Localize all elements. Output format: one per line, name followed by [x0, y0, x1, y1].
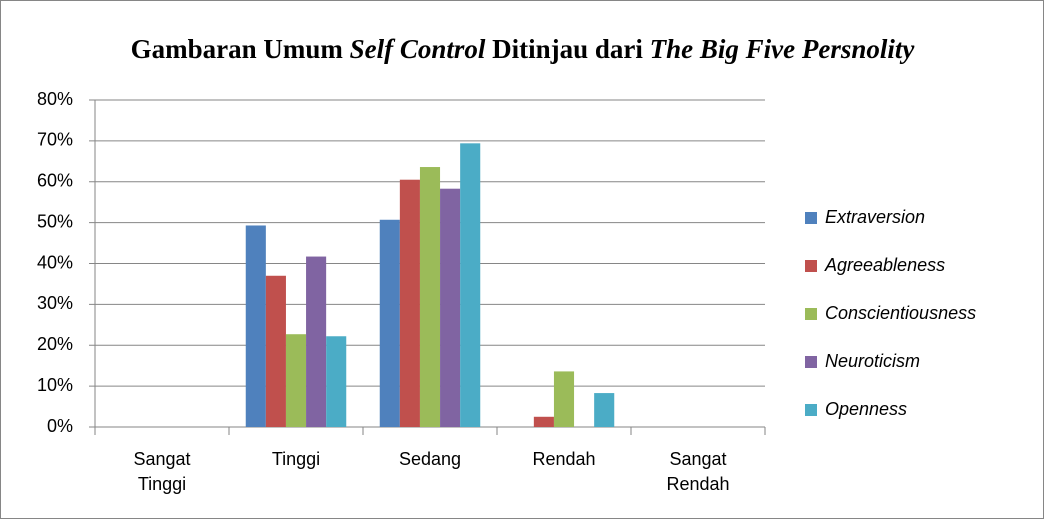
chart-title: Gambaran Umum Self Control Ditinjau dari… [100, 34, 945, 65]
bar [265, 275, 286, 427]
legend-label: Conscientiousness [825, 303, 976, 323]
legend-label: Neuroticism [825, 351, 920, 371]
bar [326, 336, 347, 427]
bar [533, 416, 554, 427]
bar [306, 256, 327, 427]
title-part: Persnolity [801, 34, 915, 64]
bar [460, 143, 481, 427]
title-part: Ditinjau dari [492, 34, 643, 64]
bar [285, 334, 307, 427]
title-part: Self Control [349, 34, 486, 64]
x-tick-label: Rendah [532, 449, 596, 469]
y-tick-label: 10% [37, 375, 73, 395]
x-tick-label: Sedang [398, 449, 462, 469]
bar [553, 371, 575, 427]
y-tick-label: 20% [37, 334, 73, 354]
legend-swatch [805, 404, 817, 416]
bar [419, 167, 441, 427]
legend-swatch [805, 260, 817, 272]
y-tick-label: 30% [37, 293, 73, 313]
bar [245, 225, 266, 427]
y-tick-label: 60% [37, 171, 73, 191]
bar [379, 219, 400, 427]
legend-swatch [805, 308, 817, 320]
y-tick-label: 80% [37, 89, 73, 109]
title-part: The Big Five [649, 34, 796, 64]
legend-label: Openness [825, 399, 907, 419]
bar [399, 179, 420, 427]
x-tick-label: Tinggi [271, 449, 321, 469]
legend-swatch [805, 212, 817, 224]
y-tick-label: 50% [37, 211, 73, 231]
y-tick-label: 0% [47, 416, 73, 436]
title-part: Gambaran Umum [130, 34, 343, 64]
legend-label: Agreeableness [824, 255, 945, 275]
legend-swatch [805, 356, 817, 368]
bar [440, 188, 461, 427]
y-tick-label: 70% [37, 130, 73, 150]
x-tick-label: Sangat Tinggi [133, 449, 191, 494]
y-tick-label: 40% [37, 252, 73, 272]
x-tick-label: Sangat Rendah [666, 449, 730, 494]
legend-label: Extraversion [825, 207, 925, 227]
bar [594, 393, 615, 427]
